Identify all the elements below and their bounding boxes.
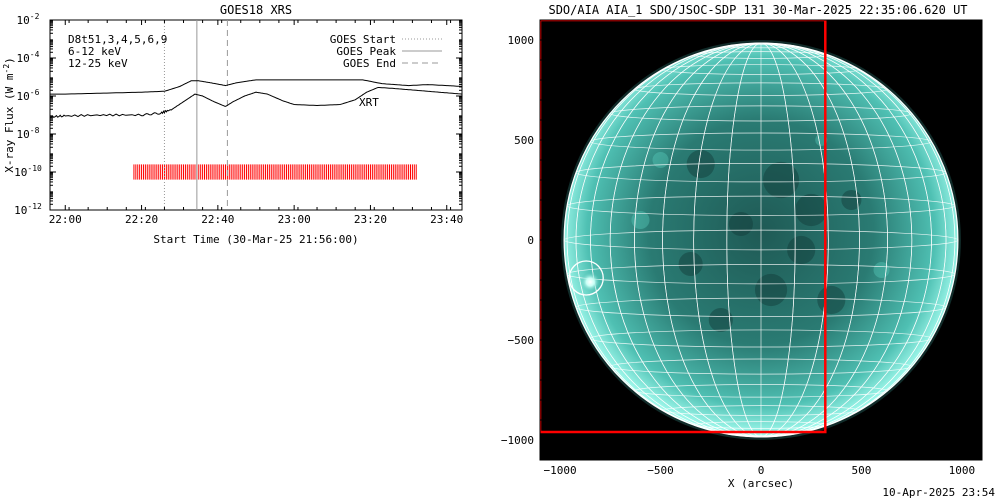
goes-y-tick-label: 10-2	[17, 12, 40, 27]
aia-x-tick-label: 0	[758, 464, 765, 477]
info-line-low-energy: 6-12 keV	[68, 45, 121, 58]
coronal-dark-region	[708, 307, 733, 333]
aia-legend-text: O AIA flare location	[556, 33, 688, 46]
goes-axes: 22:00 22:20 22:40 23:00 23:20 23:40 10-2 10-4 10…	[14, 12, 463, 226]
goes-x-axis-label: Start Time (30-Mar-25 21:56:00)	[153, 233, 358, 246]
aia-x-tick-label: −1000	[544, 464, 577, 477]
legend-peak-label: GOES Peak	[336, 45, 396, 58]
aia-y-tick-label: 1000	[508, 34, 535, 47]
goes-plot-frame	[49, 19, 463, 211]
goes-chart-title: GOES18 XRS	[220, 3, 292, 17]
goes-x-tick-label: 23:40	[430, 213, 463, 226]
coronal-dark-region	[754, 273, 788, 307]
aia-x-tick-label: 1000	[949, 464, 976, 477]
goes-legend: GOES Start GOES Peak GOES End	[330, 33, 442, 70]
goes-x-tick-label: 23:00	[278, 213, 311, 226]
footer-date: 10-Apr-2025 23:54	[882, 486, 995, 499]
info-line-detectors: D8t51,3,4,5,6,9	[68, 33, 167, 46]
goes-y-tick-label: 10-6	[17, 88, 40, 103]
active-region-glow	[652, 151, 669, 169]
legend-end-label: GOES End	[343, 57, 396, 70]
goes-high-energy-curve	[50, 87, 462, 119]
goes-y-tick-label: 10-10	[14, 164, 42, 179]
active-region-glow	[873, 261, 890, 279]
coronal-dark-region	[841, 189, 862, 211]
goes-low-energy-curve	[50, 79, 462, 95]
xrt-fov-label: XRT FOV	[552, 419, 599, 432]
aia-y-tick-label: 500	[514, 134, 534, 147]
goes-x-tick-label: 22:20	[125, 213, 158, 226]
coronal-dark-region	[763, 161, 800, 199]
active-region-glow	[631, 210, 650, 230]
aia-x-tick-label: −500	[647, 464, 674, 477]
aia-image-panel: SDO/AIA AIA_1 SDO/JSOC-SDP 131 30-Mar-20…	[501, 3, 983, 490]
goes-x-tick-label: 22:40	[201, 213, 234, 226]
goes-y-tick-label: 10-4	[17, 50, 40, 65]
xrt-fov-box	[540, 20, 827, 434]
legend-start-label: GOES Start	[330, 33, 396, 46]
info-line-high-energy: 12-25 keV	[68, 57, 128, 70]
aia-y-tick-label: −500	[508, 334, 535, 347]
goes-xrs-panel: GOES18 XRS 22:00 22:20 22:40 23:00 23:20 23:4…	[2, 3, 463, 246]
aia-x-tick-label: 500	[852, 464, 872, 477]
flare-bright-spot	[580, 272, 601, 292]
goes-y-tick-label: 10-12	[14, 202, 42, 217]
goes-marks	[50, 20, 462, 210]
aia-y-tick-label: −1000	[501, 434, 534, 447]
coronal-dark-region	[678, 251, 703, 277]
goes-y-axis-label: X-ray Flux (W m-2)	[2, 57, 16, 173]
coronal-dark-region	[817, 285, 846, 315]
xrt-annotation: XRT	[359, 96, 379, 109]
goes-x-tick-label: 22:00	[49, 213, 82, 226]
solar-limb	[563, 42, 959, 438]
flare-location-circle	[568, 260, 604, 296]
coronal-dark-region	[795, 193, 828, 227]
goes-y-tick-label: 10-8	[17, 126, 40, 141]
aia-x-axis-label: X (arcsec)	[728, 477, 794, 490]
aia-image	[540, 20, 961, 440]
aia-axes: −1000 −500 0 500 1000 1000 500 0 −500 −1000	[501, 19, 983, 477]
goes-x-tick-label: 23:20	[354, 213, 387, 226]
aia-y-tick-label: 0	[527, 234, 534, 247]
aia-chart-title: SDO/AIA AIA_1 SDO/JSOC-SDP 131 30-Mar-20…	[548, 3, 967, 17]
